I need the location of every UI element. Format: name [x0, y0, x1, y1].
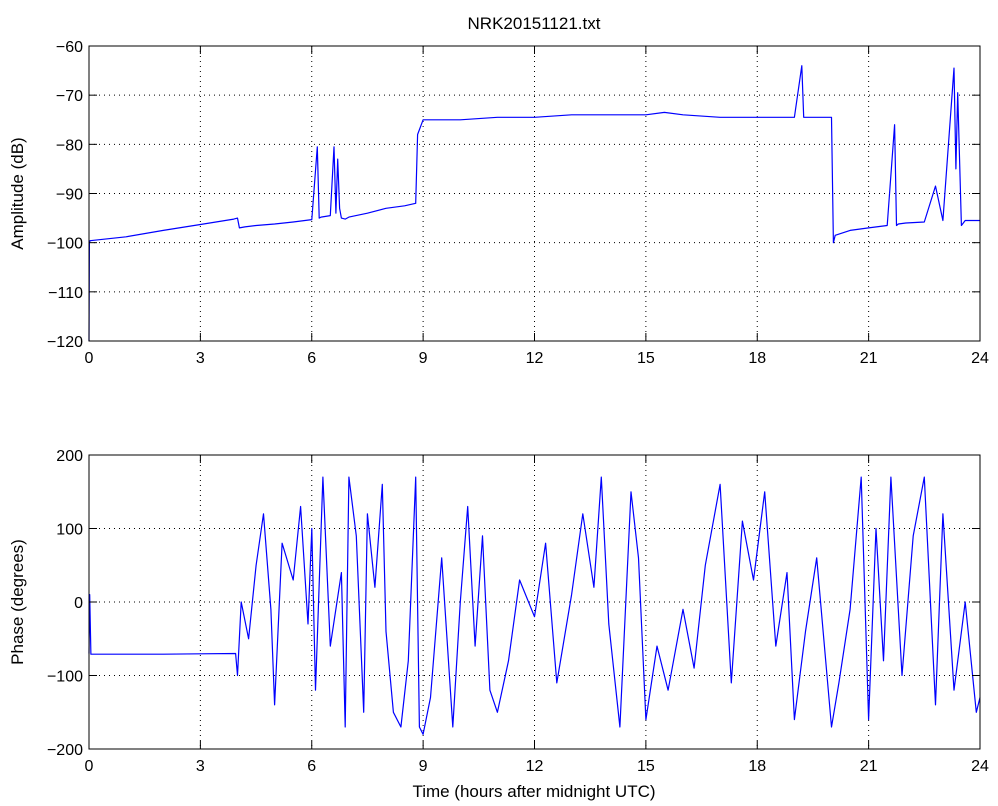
- amplitude-x-tick-label: 24: [971, 350, 989, 367]
- phase-y-axis-title: Phase (degrees): [8, 539, 27, 665]
- amplitude-x-tick-label: 6: [307, 350, 316, 367]
- phase-y-tick-label: 200: [56, 448, 83, 465]
- amplitude-ticks: 0 3 6 9 12 15 18 21 24 −120 −110 −100 −90 −80 −70 −60: [47, 39, 989, 367]
- amplitude-y-tick-label: −80: [56, 137, 83, 154]
- amplitude-y-tick-label: −100: [47, 236, 83, 253]
- amplitude-series-line: [88, 65, 980, 342]
- phase-x-axis-title: Time (hours after midnight UTC): [412, 782, 655, 801]
- phase-x-tick-label: 18: [748, 758, 766, 775]
- amplitude-y-tick-label: −60: [56, 39, 83, 56]
- phase-y-tick-label: 0: [74, 595, 83, 612]
- amplitude-y-tick-label: −120: [47, 334, 83, 351]
- phase-series: [88, 476, 981, 735]
- amplitude-x-tick-label: 12: [526, 350, 544, 367]
- phase-x-tick-label: 9: [419, 758, 428, 775]
- amplitude-x-tick-label: 15: [637, 350, 655, 367]
- phase-ticks: 0 3 6 9 12 15 18 21 24 −200 −100 0 100 200: [47, 448, 989, 775]
- amplitude-x-tick-label: 21: [860, 350, 878, 367]
- phase-series-line: [88, 476, 981, 735]
- amplitude-y-tick-label: −110: [48, 285, 83, 302]
- amplitude-x-tick-label: 3: [196, 350, 205, 367]
- phase-x-tick-label: 0: [85, 758, 94, 775]
- amplitude-grid: [89, 46, 980, 341]
- amplitude-x-tick-label: 9: [419, 350, 428, 367]
- amplitude-y-axis-title: Amplitude (dB): [8, 137, 27, 249]
- phase-panel: 0 3 6 9 12 15 18 21 24 −200 −100 0 100 200 Phase (deg…: [8, 448, 989, 801]
- amplitude-y-tick-label: −70: [56, 88, 83, 105]
- amplitude-y-tick-label: −90: [56, 187, 83, 204]
- amplitude-x-tick-label: 0: [85, 350, 94, 367]
- amplitude-series: [88, 65, 980, 342]
- phase-x-tick-label: 21: [860, 758, 878, 775]
- phase-x-tick-label: 15: [637, 758, 655, 775]
- phase-y-tick-label: −100: [47, 669, 83, 686]
- phase-x-tick-label: 6: [307, 758, 316, 775]
- phase-grid: [89, 455, 980, 749]
- amplitude-panel: NRK20151121.txt 0 3 6 9 12 15 18 21 24 −120 −110 −1…: [8, 14, 989, 367]
- amplitude-x-tick-label: 18: [748, 350, 766, 367]
- phase-y-tick-label: 100: [56, 522, 83, 539]
- phase-y-tick-label: −200: [47, 742, 83, 759]
- phase-x-tick-label: 3: [196, 758, 205, 775]
- phase-x-tick-label: 12: [526, 758, 544, 775]
- chart-title: NRK20151121.txt: [468, 14, 601, 33]
- phase-x-tick-label: 24: [971, 758, 989, 775]
